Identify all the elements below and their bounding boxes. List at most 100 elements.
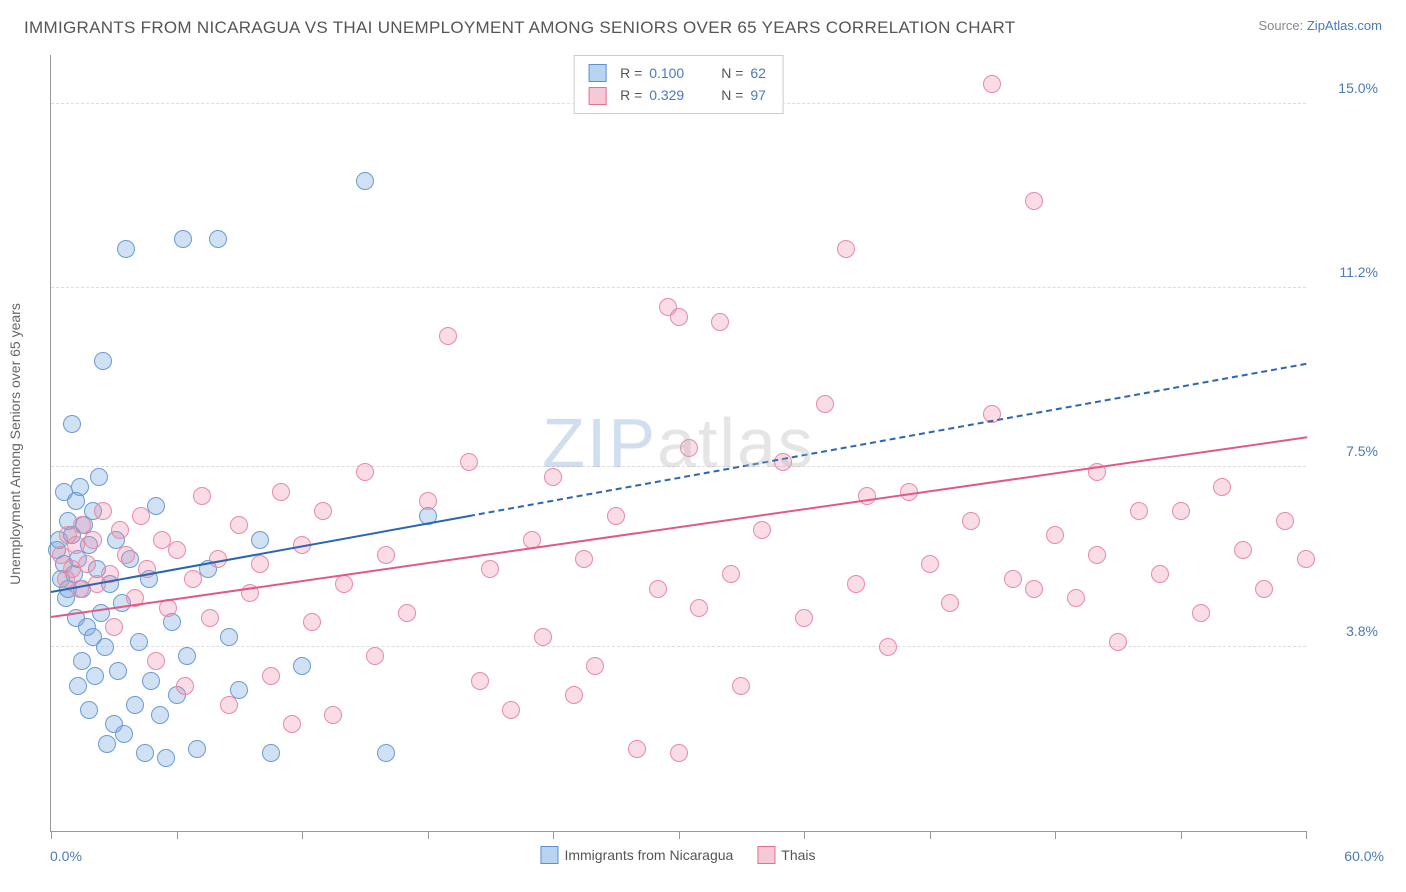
data-point-thais: [690, 599, 708, 617]
data-point-thais: [1213, 478, 1231, 496]
data-point-nicaragua: [174, 230, 192, 248]
data-point-thais: [670, 308, 688, 326]
data-point-nicaragua: [94, 352, 112, 370]
data-point-thais: [534, 628, 552, 646]
x-tick: [177, 831, 178, 839]
data-point-nicaragua: [126, 696, 144, 714]
data-point-nicaragua: [80, 701, 98, 719]
gridline: [51, 287, 1306, 288]
data-point-thais: [111, 521, 129, 539]
data-point-thais: [753, 521, 771, 539]
x-tick: [302, 831, 303, 839]
data-point-thais: [220, 696, 238, 714]
y-tick-label: 7.5%: [1318, 443, 1378, 459]
data-point-thais: [460, 453, 478, 471]
data-point-thais: [168, 541, 186, 559]
data-point-nicaragua: [377, 744, 395, 762]
data-point-thais: [837, 240, 855, 258]
data-point-thais: [117, 546, 135, 564]
data-point-nicaragua: [356, 172, 374, 190]
legend-swatch: [540, 846, 558, 864]
data-point-nicaragua: [98, 735, 116, 753]
data-point-thais: [732, 677, 750, 695]
correlation-legend: R = 0.100N = 62R = 0.329N = 97: [573, 55, 784, 114]
data-point-nicaragua: [157, 749, 175, 767]
data-point-thais: [502, 701, 520, 719]
legend-swatch: [588, 64, 606, 82]
x-tick: [1306, 831, 1307, 839]
source-label: Source: ZipAtlas.com: [1258, 18, 1382, 33]
data-point-thais: [879, 638, 897, 656]
x-axis-min: 0.0%: [50, 848, 82, 864]
data-point-thais: [335, 575, 353, 593]
data-point-thais: [847, 575, 865, 593]
plot-area: ZIPatlas R = 0.100N = 62R = 0.329N = 97 …: [50, 55, 1306, 832]
legend-row: R = 0.100N = 62: [588, 62, 769, 84]
data-point-thais: [251, 555, 269, 573]
data-point-nicaragua: [115, 725, 133, 743]
data-point-thais: [1067, 589, 1085, 607]
data-point-thais: [1192, 604, 1210, 622]
data-point-thais: [78, 555, 96, 573]
data-point-nicaragua: [63, 415, 81, 433]
data-point-thais: [147, 652, 165, 670]
chart-area: Unemployment Among Seniors over 65 years…: [50, 55, 1306, 832]
series-legend-item: Thais: [757, 846, 815, 864]
data-point-thais: [680, 439, 698, 457]
data-point-thais: [711, 313, 729, 331]
data-point-nicaragua: [188, 740, 206, 758]
source-link[interactable]: ZipAtlas.com: [1307, 18, 1382, 33]
data-point-thais: [67, 536, 85, 554]
x-axis-max: 60.0%: [1344, 848, 1384, 864]
y-tick-label: 15.0%: [1318, 80, 1378, 96]
trendline-nicaragua-dash: [469, 363, 1307, 517]
data-point-thais: [858, 487, 876, 505]
data-point-thais: [366, 647, 384, 665]
data-point-thais: [1172, 502, 1190, 520]
data-point-thais: [816, 395, 834, 413]
data-point-thais: [303, 613, 321, 631]
data-point-thais: [471, 672, 489, 690]
legend-swatch: [588, 87, 606, 105]
data-point-thais: [921, 555, 939, 573]
data-point-thais: [1276, 512, 1294, 530]
series-legend: Immigrants from NicaraguaThais: [540, 846, 815, 864]
data-point-thais: [419, 492, 437, 510]
data-point-thais: [722, 565, 740, 583]
data-point-thais: [628, 740, 646, 758]
data-point-nicaragua: [251, 531, 269, 549]
data-point-thais: [586, 657, 604, 675]
data-point-nicaragua: [151, 706, 169, 724]
data-point-nicaragua: [130, 633, 148, 651]
y-axis-label: Unemployment Among Seniors over 65 years: [7, 303, 23, 585]
x-tick: [1055, 831, 1056, 839]
gridline: [51, 466, 1306, 467]
data-point-thais: [1297, 550, 1315, 568]
data-point-thais: [1004, 570, 1022, 588]
data-point-thais: [324, 706, 342, 724]
data-point-thais: [193, 487, 211, 505]
data-point-thais: [105, 618, 123, 636]
data-point-thais: [201, 609, 219, 627]
data-point-nicaragua: [136, 744, 154, 762]
legend-row: R = 0.329N = 97: [588, 84, 769, 106]
data-point-thais: [84, 531, 102, 549]
chart-title: IMMIGRANTS FROM NICARAGUA VS THAI UNEMPL…: [24, 18, 1015, 38]
data-point-thais: [607, 507, 625, 525]
data-point-thais: [962, 512, 980, 530]
data-point-thais: [272, 483, 290, 501]
data-point-thais: [1046, 526, 1064, 544]
legend-swatch: [757, 846, 775, 864]
y-tick-label: 11.2%: [1318, 264, 1378, 280]
data-point-thais: [1234, 541, 1252, 559]
data-point-thais: [1025, 192, 1043, 210]
data-point-thais: [132, 507, 150, 525]
data-point-thais: [230, 516, 248, 534]
data-point-thais: [398, 604, 416, 622]
data-point-nicaragua: [178, 647, 196, 665]
data-point-thais: [1088, 546, 1106, 564]
data-point-nicaragua: [142, 672, 160, 690]
data-point-thais: [941, 594, 959, 612]
x-tick: [1181, 831, 1182, 839]
data-point-thais: [283, 715, 301, 733]
